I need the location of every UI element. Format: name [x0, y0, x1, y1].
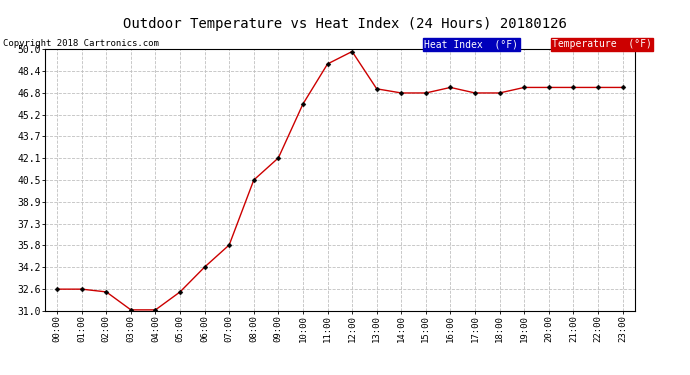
Text: Heat Index  (°F): Heat Index (°F): [424, 39, 518, 50]
Text: Outdoor Temperature vs Heat Index (24 Hours) 20180126: Outdoor Temperature vs Heat Index (24 Ho…: [123, 17, 567, 31]
Text: Copyright 2018 Cartronics.com: Copyright 2018 Cartronics.com: [3, 39, 159, 48]
Text: Temperature  (°F): Temperature (°F): [552, 39, 652, 50]
